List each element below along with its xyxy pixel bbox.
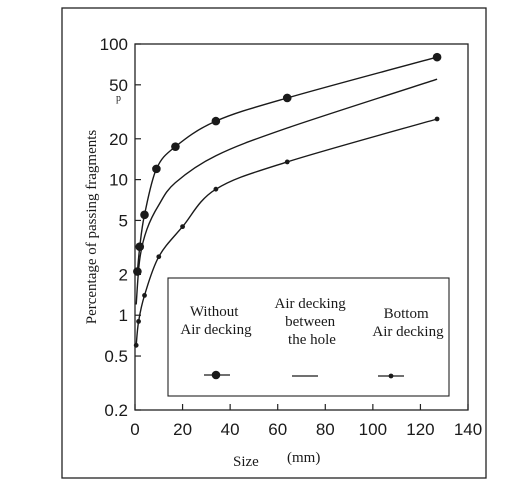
y-tick-label: 5 [119,211,128,230]
data-point [133,342,139,348]
y-tick-label: 0.2 [104,401,128,420]
data-point [213,186,219,192]
legend-label-air-decking-between: Air decking between the hole [275,296,350,348]
y-tick-label: 100 [100,35,128,54]
data-point [282,93,292,103]
legend-label-line: the hole [288,332,336,348]
legend-label-line: Air decking [372,324,444,340]
legend-key-without-air-decking-marker [211,370,221,380]
x-tick-label: 120 [406,420,434,439]
data-point [432,52,442,62]
legend-label-without-air-decking: Without Air decking [180,304,252,338]
legend-label-bottom-air-decking: Bottom Air decking [372,306,444,340]
x-tick-label: 20 [173,420,192,439]
x-axis-unit: (mm) [287,450,320,466]
data-point [180,224,185,230]
x-axis-label: Size [233,454,259,470]
legend-label-line: Air decking [180,322,252,338]
y-tick-label: 20 [109,130,128,149]
data-point [140,210,149,220]
legend: Without Air decking Air decking between … [167,277,450,397]
x-tick-label: 100 [359,420,387,439]
x-axis: 0 20 40 60 80 100 120 140 [130,404,482,439]
y-axis-label: Percentage of passing fragments [84,130,100,325]
data-point [156,254,162,260]
legend-key-bottom-air-decking-marker [388,373,394,379]
legend-label-line: Without [190,304,239,320]
data-point [284,159,290,165]
figure-frame [61,7,487,479]
series-1 [135,78,438,305]
data-point [211,116,221,126]
legend-box [167,277,450,397]
data-point [136,319,141,324]
legend-label-line: between [285,314,335,330]
data-point [133,267,142,276]
series-line [136,56,438,272]
x-tick-label: 40 [221,420,240,439]
series-layer [133,52,442,348]
series-line [135,118,438,346]
legend-label-line: Air decking [275,296,347,312]
series-2 [133,116,440,348]
y-tick-label: 2 [119,265,128,284]
data-point [171,142,180,151]
data-point [152,164,161,174]
x-tick-label: 80 [316,420,335,439]
data-point [434,116,440,122]
y-tick-label: 10 [109,171,128,190]
x-tick-label: 140 [454,420,482,439]
data-point [142,292,147,298]
series-line [135,78,438,305]
y-tick-label: 50 [109,76,128,95]
legend-label-line: Bottom [384,306,429,322]
y-axis: 100 50 20 10 5 2 1 0.5 0.2 [100,35,141,420]
x-tick-label: 0 [130,420,139,439]
y-tick-label: 1 [119,306,128,325]
x-tick-label: 60 [268,420,287,439]
plot-area [134,43,469,411]
y-tick-label: 0.5 [104,347,128,366]
y-axis-label-superscript: p [116,93,121,104]
